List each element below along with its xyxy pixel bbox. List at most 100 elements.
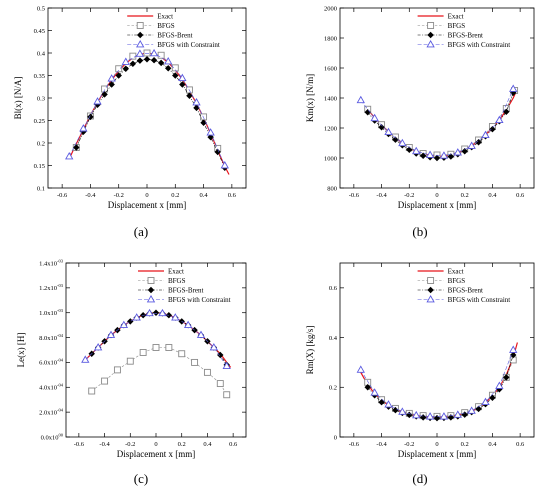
legend-marker-square (427, 277, 435, 284)
data-point-triangle (398, 138, 407, 147)
data-point-square (101, 377, 109, 385)
data-point-diamond (73, 144, 80, 151)
data-point-diamond (489, 394, 496, 401)
series-line (367, 88, 518, 157)
legend-label-constraint: BFGS with Constraint (168, 296, 231, 304)
data-point-diamond (164, 65, 172, 72)
data-point-triangle (196, 330, 206, 338)
x-tick-label: 0.2 (171, 192, 179, 199)
x-tick-label: 0.4 (200, 192, 209, 199)
series-line-square (367, 90, 515, 156)
data-point-triangle (183, 320, 193, 328)
y-tick-label: 0 (334, 434, 337, 441)
data-point-diamond (447, 414, 455, 421)
series-triangle (81, 308, 231, 370)
data-point-triangle (209, 343, 219, 351)
data-point-triangle (121, 57, 130, 65)
data-point-diamond (172, 72, 179, 79)
y-tick-label: 2.0x10-04 (39, 407, 64, 416)
series-line-exact (367, 88, 518, 157)
data-point-triangle (356, 95, 365, 104)
data-point-triangle (412, 410, 421, 419)
x-tick-label: 0.6 (229, 441, 238, 448)
data-point-diamond (179, 81, 186, 88)
data-point-square (139, 349, 147, 356)
x-tick-label: -0.6 (74, 441, 85, 448)
legend-marker-triangle (426, 294, 435, 303)
x-axis-label: Displacement x [mm] (117, 449, 195, 459)
data-point-triangle (467, 141, 476, 149)
x-tick-label: -0.4 (99, 441, 110, 448)
y-tick-label: 0.6 (329, 285, 338, 292)
data-point-diamond (378, 398, 385, 406)
x-tick-label: 0.2 (461, 441, 469, 448)
legend-label-brent: BFGS-Brent (157, 32, 192, 40)
series-line-triangle (360, 349, 514, 417)
data-point-square (126, 357, 134, 365)
y-axis-label: Le(x) [H] (16, 333, 26, 368)
legend-label-brent: BFGS-Brent (168, 287, 203, 295)
y-tick-label: 800 (327, 185, 337, 192)
x-tick-label: -0.2 (404, 441, 414, 448)
data-point-triangle (495, 381, 504, 389)
series-line-diamond (367, 354, 514, 419)
chart-panel-3: -0.6 -0.4 -0.2 0 0.2 0.4 0.6 0.0x1000 2.0x10-04 4… (16, 258, 247, 459)
x-tick-label: 0 (145, 192, 148, 199)
data-point-triangle (132, 313, 141, 321)
plot-frame (47, 7, 247, 189)
legend-label-constraint: BFGS with Constraint (448, 296, 511, 304)
panel-caption-d: (d) (412, 471, 427, 486)
data-point-triangle (370, 388, 379, 396)
data-point-square (152, 344, 160, 351)
data-point-triangle (384, 400, 393, 408)
y-tick-label: 0.3 (37, 95, 45, 102)
legend-label-brent: BFGS-Brent (448, 32, 483, 40)
y-tick-label: 0.15 (34, 163, 45, 170)
data-point-diamond (186, 92, 193, 99)
data-point-square (223, 391, 231, 399)
data-point-square (115, 65, 123, 73)
legend-marker-square (147, 277, 155, 284)
legend-label-bfgs: BFGS (168, 277, 186, 285)
data-point-square (203, 368, 211, 376)
series-square (364, 356, 517, 420)
y-tick-label: 0.2 (329, 385, 337, 392)
x-tick-label: 0 (154, 441, 157, 448)
data-point-triangle (509, 84, 518, 92)
data-point-diamond (489, 125, 496, 133)
y-axis-label: Rm(X) [kg/s] (305, 326, 315, 375)
legend-marker-triangle (426, 39, 435, 48)
plot-frame (339, 262, 535, 438)
data-point-triangle (171, 313, 180, 321)
data-point-triangle (81, 355, 90, 363)
x-tick-label: -0.6 (57, 192, 68, 199)
data-point-diamond (461, 148, 468, 155)
x-tick-label: 0.4 (488, 441, 497, 448)
y-tick-label: 0.0x1000 (41, 432, 64, 441)
data-point-triangle (106, 330, 116, 338)
data-point-diamond (509, 351, 517, 359)
y-tick-label: 0.5 (37, 5, 45, 12)
x-tick-label: 0.4 (488, 192, 497, 199)
data-point-triangle (481, 130, 490, 139)
panel-caption-a: (a) (134, 224, 148, 239)
chart-panel-4: -0.6 -0.4 -0.2 0 0.2 0.4 0.6 0 0.2 0.4 0.6 Displace… (305, 262, 535, 459)
data-point-square (165, 344, 173, 351)
series-line-triangle (68, 53, 226, 166)
y-tick-label: 1.2x10-03 (39, 283, 64, 292)
data-point-square (178, 350, 186, 358)
series-square (364, 87, 519, 159)
data-point-triangle (164, 57, 173, 65)
legend-label-bfgs: BFGS (448, 22, 466, 30)
y-tick-label: 0.4 (329, 335, 338, 342)
data-point-triangle (220, 160, 229, 169)
data-point-diamond (157, 59, 165, 67)
series-line (360, 342, 518, 418)
data-point-triangle (178, 73, 187, 82)
legend-label-exact: Exact (168, 268, 184, 276)
x-tick-label: 0 (435, 192, 438, 199)
data-point-diamond (364, 384, 371, 391)
legend-marker-square (136, 22, 144, 29)
